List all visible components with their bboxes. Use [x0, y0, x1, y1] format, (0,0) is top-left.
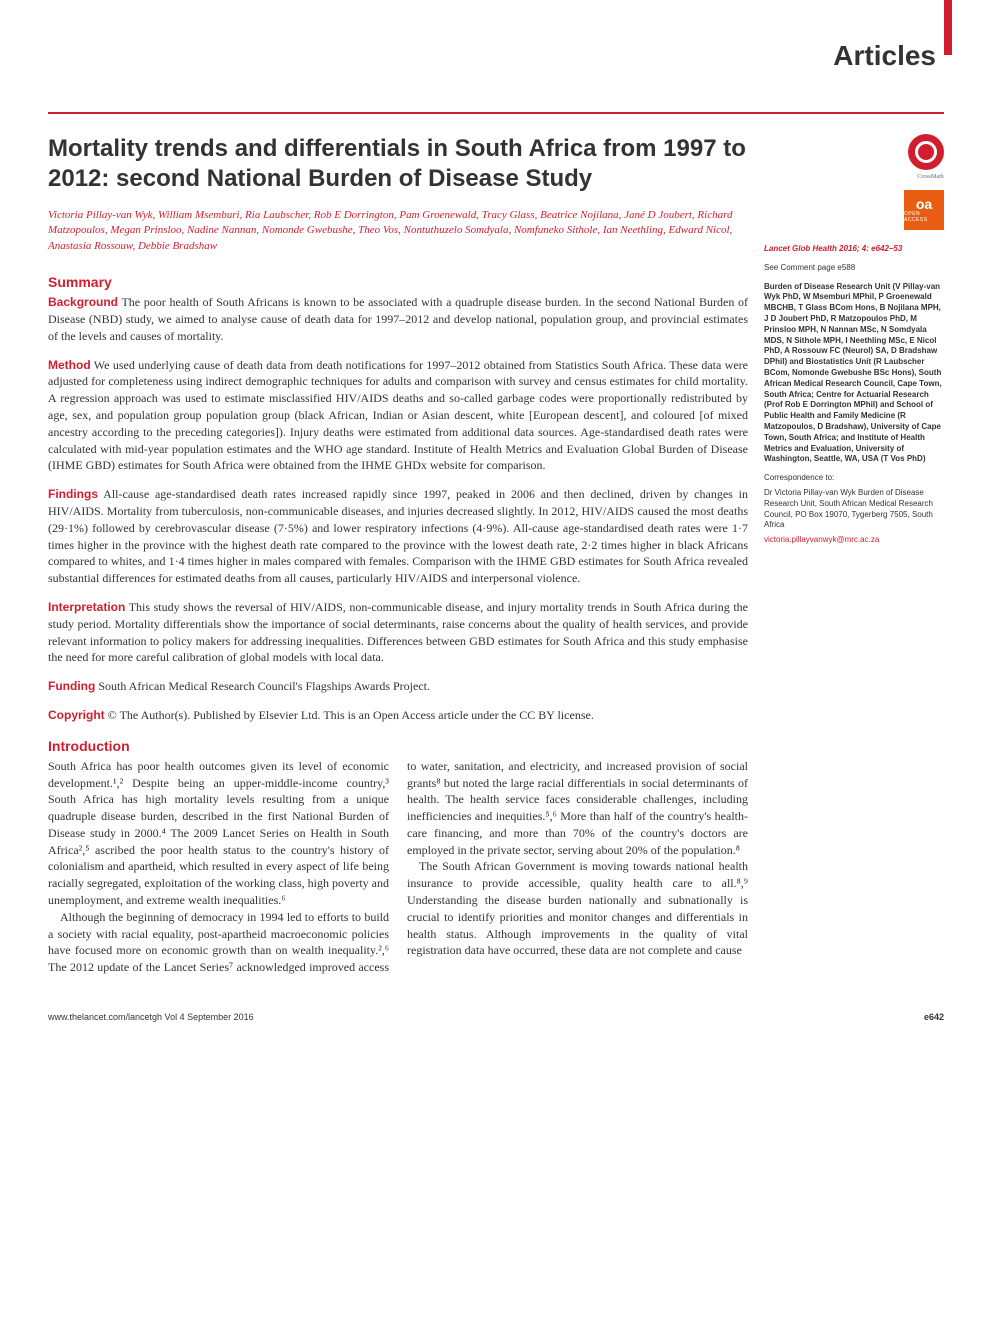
page-footer: www.thelancet.com/lancetgh Vol 4 Septemb… — [48, 1006, 944, 1022]
correspondence-email[interactable]: victoria.pillayvanwyk@mrc.ac.za — [764, 535, 944, 546]
abstract-funding: Funding South African Medical Research C… — [48, 678, 748, 695]
oa-text: oa — [916, 197, 932, 211]
abstract-method-text: We used underlying cause of death data f… — [48, 358, 748, 473]
intro-p3: The South African Government is moving t… — [407, 858, 748, 959]
abstract-background-label: Background — [48, 295, 118, 309]
divider-rule — [48, 112, 944, 114]
introduction-heading: Introduction — [48, 738, 748, 754]
abstract-funding-text: South African Medical Research Council's… — [95, 679, 430, 693]
crossmark-badge[interactable] — [908, 134, 944, 170]
footer-left: www.thelancet.com/lancetgh Vol 4 Septemb… — [48, 1012, 254, 1022]
abstract-method: Method We used underlying cause of death… — [48, 357, 748, 475]
abstract-copyright: Copyright © The Author(s). Published by … — [48, 707, 748, 724]
content-wrap: Mortality trends and differentials in So… — [48, 134, 944, 976]
intro-p1: South Africa has poor health outcomes gi… — [48, 758, 389, 909]
open-access-badge: oa OPEN ACCESS — [904, 190, 944, 230]
abstract-findings-text: All-cause age-standardised death rates i… — [48, 487, 748, 585]
author-list: Victoria Pillay-van Wyk, William Msembur… — [48, 208, 748, 254]
affiliations: Burden of Disease Research Unit (V Pilla… — [764, 282, 944, 466]
abstract-interpretation-text: This study shows the reversal of HIV/AID… — [48, 600, 748, 664]
correspondence-text: Dr Victoria Pillay-van Wyk Burden of Dis… — [764, 488, 944, 531]
top-accent-tab — [944, 0, 952, 55]
badge-row: ✚ — [764, 134, 944, 170]
side-column: ✚ CrossMark oa OPEN ACCESS Lancet Glob H… — [764, 134, 944, 976]
abstract-method-label: Method — [48, 358, 91, 372]
abstract-copyright-text: © The Author(s). Published by Elsevier L… — [105, 708, 594, 722]
crossmark-label: CrossMark — [764, 174, 944, 180]
abstract-copyright-label: Copyright — [48, 708, 105, 722]
abstract-interpretation-label: Interpretation — [48, 600, 125, 614]
correspondence-label: Correspondence to: — [764, 473, 944, 484]
abstract-funding-label: Funding — [48, 679, 95, 693]
journal-reference: Lancet Glob Health 2016; 4: e642–53 — [764, 244, 944, 255]
comment-reference: See Comment page e588 — [764, 263, 944, 274]
abstract-background-text: The poor health of South Africans is kno… — [48, 295, 748, 343]
abstract-findings: Findings All-cause age-standardised deat… — [48, 486, 748, 587]
main-column: Mortality trends and differentials in So… — [48, 134, 748, 976]
abstract-interpretation: Interpretation This study shows the reve… — [48, 599, 748, 666]
introduction-body: South Africa has poor health outcomes gi… — [48, 758, 748, 976]
abstract-findings-label: Findings — [48, 487, 98, 501]
article-title: Mortality trends and differentials in So… — [48, 134, 748, 194]
side-meta: Lancet Glob Health 2016; 4: e642–53 See … — [764, 244, 944, 546]
summary-heading: Summary — [48, 274, 748, 290]
page-number: e642 — [924, 1012, 944, 1022]
abstract-background: Background The poor health of South Afri… — [48, 294, 748, 344]
page-container: Articles Mortality trends and differenti… — [0, 0, 992, 1052]
section-label: Articles — [48, 40, 944, 72]
oa-subtext: OPEN ACCESS — [904, 211, 944, 223]
